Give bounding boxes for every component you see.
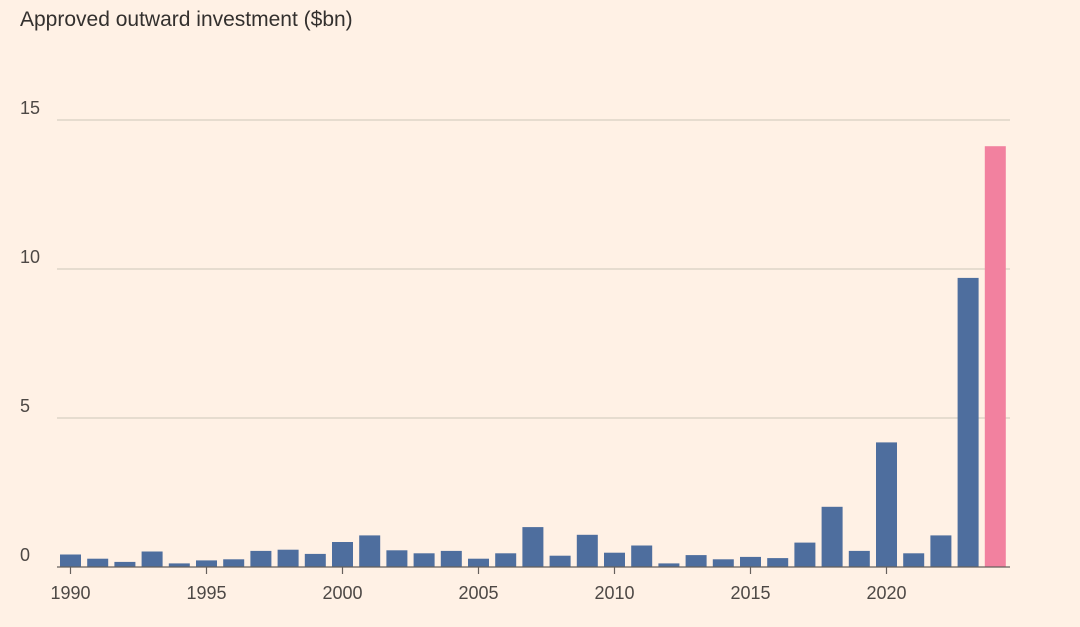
- bar-2015: [740, 556, 761, 567]
- x-tick-label: 1995: [186, 583, 226, 603]
- y-tick-label: 5: [20, 396, 30, 416]
- bar-1993: [141, 551, 163, 567]
- bars: [60, 146, 1006, 567]
- bar-2005: [468, 558, 489, 567]
- bar-2009: [576, 534, 598, 567]
- bar-2013: [685, 555, 707, 567]
- x-tick-label: 2020: [866, 583, 906, 603]
- bar-2021: [903, 553, 925, 567]
- bar-2012: [658, 563, 680, 567]
- bar-2024: [984, 146, 1006, 567]
- bar-1997: [250, 550, 272, 567]
- bar-1998: [277, 549, 299, 567]
- bar-1990: [60, 554, 81, 567]
- bar-2023: [957, 277, 979, 567]
- bar-2003: [413, 553, 435, 567]
- bar-2016: [767, 558, 789, 567]
- bar-2007: [522, 527, 544, 567]
- bar-1992: [114, 561, 136, 567]
- bar-2002: [386, 550, 408, 567]
- bar-2018: [821, 506, 843, 567]
- y-tick-label: 10: [20, 247, 40, 267]
- bar-2010: [604, 552, 625, 567]
- x-tick-label: 2010: [594, 583, 634, 603]
- bar-2000: [332, 542, 353, 567]
- x-tick-label: 2005: [458, 583, 498, 603]
- bar-1999: [304, 553, 326, 567]
- gridlines: [57, 119, 1010, 419]
- bar-2014: [712, 559, 734, 567]
- bar-2020: [876, 442, 897, 567]
- bar-2011: [631, 545, 653, 567]
- bar-1996: [223, 559, 245, 567]
- x-tick-label: 2015: [730, 583, 770, 603]
- x-tick-label: 2000: [322, 583, 362, 603]
- x-tick-label: 1990: [50, 583, 90, 603]
- bar-2001: [359, 535, 381, 567]
- bar-2008: [549, 555, 571, 567]
- bar-1991: [87, 558, 109, 567]
- bar-1995: [196, 560, 217, 567]
- chart-title: Approved outward investment ($bn): [20, 8, 353, 31]
- y-tick-label: 15: [20, 98, 40, 118]
- axes: 0 5 10 15 1990 1995 2000 2005 2010 2015 2020: [20, 98, 1010, 603]
- bar-2004: [440, 550, 462, 567]
- bar-2006: [495, 553, 517, 567]
- bar-2017: [794, 542, 816, 567]
- y-tick-label: 0: [20, 545, 30, 565]
- bar-2022: [930, 535, 952, 567]
- bar-1994: [168, 563, 190, 567]
- bar-2019: [848, 550, 870, 567]
